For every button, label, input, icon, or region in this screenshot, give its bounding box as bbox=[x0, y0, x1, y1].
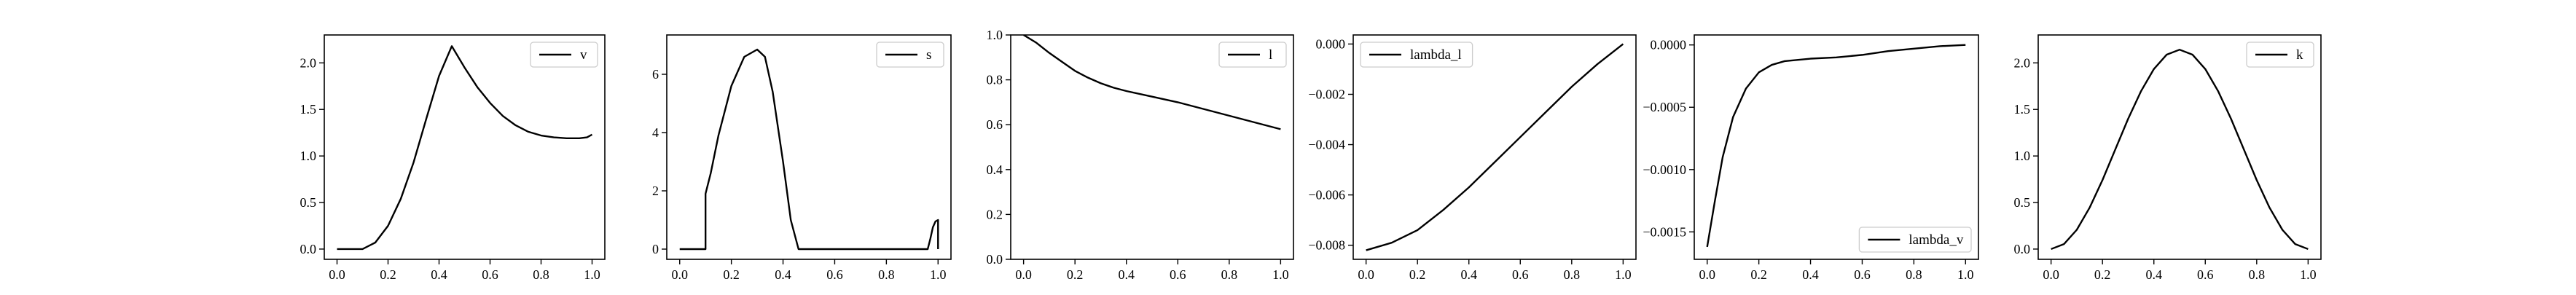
y-tick-label: 0.0 bbox=[300, 242, 317, 256]
series-line-k bbox=[2051, 48, 2309, 251]
x-tick-label: 0.4 bbox=[431, 267, 447, 282]
y-tick-label: 0.6 bbox=[987, 117, 1003, 132]
axes-frame bbox=[1694, 34, 1979, 260]
x-tick-label: 0.8 bbox=[1906, 267, 1922, 282]
y-tick-label: 0.5 bbox=[300, 195, 317, 210]
y-tick-label: 4 bbox=[652, 125, 659, 140]
y-tick-label: −0.0015 bbox=[1643, 224, 1686, 239]
legend: lambda_v bbox=[1858, 227, 1972, 253]
y-tick-label: 1.0 bbox=[2014, 149, 2031, 163]
chart-panel-3: 0.0 0.2 0.4 0.6 0.8 1.0 0.0 0.2 0.4 0.6 0.8 1.0 l bbox=[987, 28, 1294, 282]
x-tick-label: 0.6 bbox=[1170, 267, 1186, 282]
x-tick-label: 0.2 bbox=[380, 267, 396, 282]
x-tick-label: 0.0 bbox=[2043, 267, 2059, 282]
y-tick-label: 1.0 bbox=[987, 28, 1003, 42]
legend-box bbox=[1360, 42, 1473, 68]
y-tick-label: 2 bbox=[652, 184, 659, 198]
x-tick-label: 0.8 bbox=[2249, 267, 2266, 282]
axes-frame bbox=[1010, 34, 1294, 260]
legend-label: s bbox=[926, 47, 931, 63]
legend: k bbox=[2246, 42, 2314, 68]
y-tick-label: 6 bbox=[652, 67, 659, 82]
y-tick-label: −0.0005 bbox=[1643, 100, 1686, 114]
x-tick-label: 0.2 bbox=[723, 267, 740, 282]
axes-frame bbox=[1352, 34, 1637, 260]
x-tick-label: 0.8 bbox=[533, 267, 549, 282]
x-tick-label: 1.0 bbox=[1615, 267, 1632, 282]
chart-panel-4: 0.0 0.2 0.4 0.6 0.8 1.0 −0.008 −0.006 −0.004 −0.0… bbox=[1308, 34, 1637, 282]
series-line-lambda_l bbox=[1366, 43, 1624, 251]
x-tick-label: 1.0 bbox=[2300, 267, 2317, 282]
x-tick-label: 1.0 bbox=[584, 267, 600, 282]
y-tick-label: 0.0000 bbox=[1651, 38, 1687, 52]
y-tick-label: 0.2 bbox=[987, 207, 1003, 221]
y-tick-label: −0.002 bbox=[1308, 87, 1345, 101]
x-tick-label: 0.6 bbox=[1854, 267, 1871, 282]
x-tick-label: 1.0 bbox=[1957, 267, 1974, 282]
chart-panel-5: 0.0 0.2 0.4 0.6 0.8 1.0 −0.0015 −0.0010 −0.0005 0… bbox=[1643, 34, 1979, 282]
x-tick-label: 0.4 bbox=[1118, 267, 1135, 282]
x-tick-label: 0.8 bbox=[1221, 267, 1238, 282]
x-tick-label: 0.8 bbox=[878, 267, 895, 282]
series-line-s bbox=[679, 48, 939, 251]
x-tick-label: 0.4 bbox=[775, 267, 791, 282]
x-tick-label: 1.0 bbox=[1272, 267, 1289, 282]
legend-label: l bbox=[1269, 47, 1272, 63]
legend-label: k bbox=[2296, 47, 2303, 63]
y-tick-label: −0.006 bbox=[1308, 188, 1345, 202]
legend: l bbox=[1218, 42, 1287, 68]
x-tick-label: 1.0 bbox=[930, 267, 947, 282]
y-tick-label: −0.008 bbox=[1308, 238, 1345, 253]
axes-frame bbox=[324, 34, 606, 260]
y-tick-label: 0.4 bbox=[987, 162, 1003, 177]
legend-label: lambda_l bbox=[1410, 47, 1462, 63]
legend: s bbox=[876, 42, 944, 68]
legend: v bbox=[530, 42, 598, 68]
y-tick-label: 2.0 bbox=[300, 55, 317, 70]
x-tick-label: 0.4 bbox=[2145, 267, 2162, 282]
legend-label: lambda_v bbox=[1908, 232, 1963, 248]
x-tick-label: 0.0 bbox=[1358, 267, 1374, 282]
y-tick-label: 0.8 bbox=[987, 73, 1003, 87]
legend-label: v bbox=[580, 47, 587, 63]
y-tick-label: −0.004 bbox=[1308, 138, 1345, 152]
x-tick-label: 0.4 bbox=[1460, 267, 1477, 282]
x-tick-label: 0.4 bbox=[1802, 267, 1819, 282]
chart-panel-2: 0.0 0.2 0.4 0.6 0.8 1.0 0 2 4 6 s bbox=[652, 34, 952, 282]
y-tick-label: 1.5 bbox=[300, 102, 317, 117]
series-line-lambda_v bbox=[1706, 44, 1966, 248]
y-tick-label: 0 bbox=[652, 242, 659, 256]
y-tick-label: 2.0 bbox=[2014, 55, 2031, 70]
x-tick-label: 0.0 bbox=[1015, 267, 1032, 282]
x-tick-label: 0.6 bbox=[826, 267, 843, 282]
y-tick-label: 0.5 bbox=[2014, 195, 2031, 210]
y-tick-label: 0.000 bbox=[1316, 36, 1346, 51]
chart-panel-1: 0.0 0.2 0.4 0.6 0.8 1.0 0.0 0.5 1.0 1.5 2.0 v bbox=[300, 34, 606, 282]
x-tick-label: 0.0 bbox=[671, 267, 688, 282]
legend: lambda_l bbox=[1360, 42, 1473, 68]
y-tick-label: 1.5 bbox=[2014, 102, 2031, 117]
x-tick-label: 0.2 bbox=[1409, 267, 1426, 282]
x-tick-label: 0.2 bbox=[1750, 267, 1767, 282]
x-tick-label: 0.2 bbox=[1067, 267, 1084, 282]
y-tick-label: 0.0 bbox=[987, 252, 1003, 267]
y-tick-label: −0.0010 bbox=[1643, 162, 1686, 177]
chart-panel-6: 0.0 0.2 0.4 0.6 0.8 1.0 0.0 0.5 1.0 1.5 2.0 k bbox=[2014, 34, 2322, 282]
axes-frame bbox=[2037, 34, 2322, 260]
legend-box bbox=[1858, 227, 1972, 253]
x-tick-label: 0.0 bbox=[1699, 267, 1715, 282]
axes-frame bbox=[666, 34, 952, 260]
series-line-v bbox=[337, 45, 593, 251]
x-tick-label: 0.0 bbox=[329, 267, 345, 282]
x-tick-label: 0.6 bbox=[1512, 267, 1529, 282]
series-line-l bbox=[1023, 35, 1281, 130]
y-tick-label: 1.0 bbox=[300, 149, 317, 163]
x-tick-label: 0.6 bbox=[482, 267, 498, 282]
y-tick-label: 0.0 bbox=[2014, 242, 2031, 256]
x-tick-label: 0.6 bbox=[2197, 267, 2214, 282]
x-tick-label: 0.2 bbox=[2094, 267, 2111, 282]
x-tick-label: 0.8 bbox=[1564, 267, 1581, 282]
